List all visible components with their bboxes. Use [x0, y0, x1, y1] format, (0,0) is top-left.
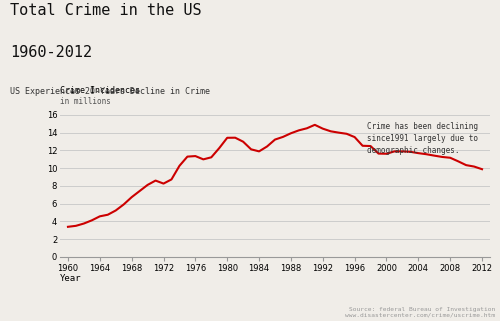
Text: Source: federal Bureau of Investigation
www.disastercenter.com/crime/uscrime.htm: Source: federal Bureau of Investigation …: [345, 307, 495, 318]
Text: Crime has been declining
since1991 largely due to
demographic changes.: Crime has been declining since1991 large…: [366, 122, 478, 154]
Text: US Experiences 20-Years Decline in Crime: US Experiences 20-Years Decline in Crime: [10, 87, 210, 96]
Text: in millions: in millions: [60, 97, 111, 106]
Text: Total Crime in the US: Total Crime in the US: [10, 3, 202, 18]
Text: Crime Incidences: Crime Incidences: [60, 86, 140, 95]
Text: 1960-2012: 1960-2012: [10, 45, 92, 60]
X-axis label: Year: Year: [60, 274, 82, 283]
